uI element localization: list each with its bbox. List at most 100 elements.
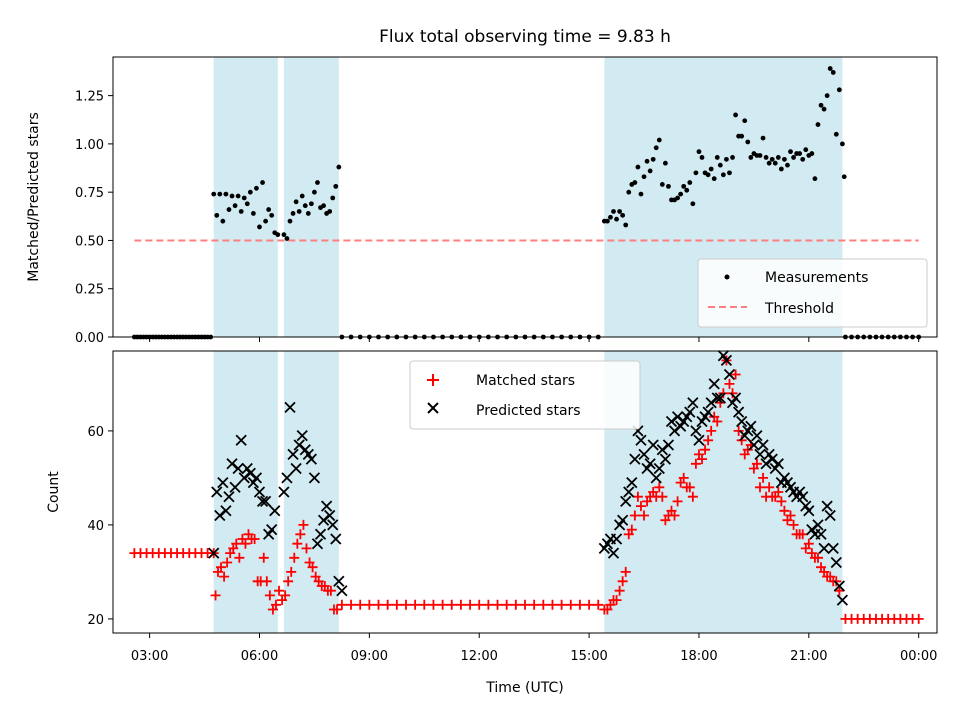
predicted-star-point	[223, 491, 235, 503]
predicted-star-point	[772, 458, 784, 470]
top-shaded-interval	[283, 57, 339, 337]
matched-star-point	[249, 534, 260, 544]
matched-star-point	[779, 505, 790, 516]
matched-star-point	[654, 482, 665, 493]
measurement-point	[809, 151, 815, 156]
measurement-point	[824, 93, 830, 99]
matched-star-point	[510, 599, 521, 610]
measurement-point	[675, 195, 680, 201]
matched-star-point	[501, 599, 512, 610]
x-tick-label: 06:00	[241, 649, 278, 664]
predicted-star-point	[705, 397, 717, 409]
matched-star-point	[216, 562, 227, 573]
measurement-point	[290, 211, 296, 216]
measurement-point	[635, 164, 641, 170]
predicted-star-point	[287, 448, 299, 461]
measurement-point	[214, 212, 220, 218]
matched-star-point	[657, 491, 668, 502]
measurement-point	[263, 218, 268, 224]
measurement-point	[250, 211, 256, 216]
predicted-star-point	[253, 486, 266, 498]
predicted-star-point	[659, 453, 672, 465]
matched-star-point	[325, 585, 336, 596]
bottom-legend-box	[409, 360, 641, 430]
measurement-point	[644, 158, 650, 164]
measurement-point	[727, 170, 732, 176]
measurement-point	[302, 203, 308, 209]
matched-star-point	[727, 388, 738, 399]
measurement-point	[269, 212, 275, 218]
matched-star-point	[437, 599, 448, 610]
predicted-star-point	[736, 415, 748, 428]
measurement-point	[687, 180, 693, 185]
predicted-star-point	[836, 594, 849, 606]
predicted-star-point	[229, 481, 241, 493]
matched-star-point	[690, 458, 701, 469]
measurement-point	[690, 201, 696, 207]
matched-star-point	[669, 510, 680, 521]
measurement-point	[803, 147, 809, 153]
legend-marker-measurements	[724, 274, 730, 280]
predicted-star-point	[214, 509, 226, 522]
matched-star-point	[240, 538, 251, 549]
predicted-star-point	[824, 509, 836, 522]
measurement-point	[699, 155, 705, 160]
top-y-tick-label: 0.00	[75, 331, 104, 346]
measurement-point	[650, 156, 656, 162]
chart-title: Flux total observing time = 9.83 h	[379, 27, 671, 47]
measurement-point	[296, 209, 302, 214]
predicted-star-point	[656, 444, 668, 456]
matched-star-point	[529, 599, 540, 610]
measurement-point	[705, 172, 711, 178]
measurement-point	[614, 216, 619, 222]
measurement-point	[739, 133, 745, 139]
predicted-star-point	[278, 486, 290, 498]
measurement-point	[717, 162, 723, 168]
predicted-star-point	[760, 458, 772, 470]
matched-star-point	[289, 552, 300, 563]
predicted-star-point	[647, 439, 659, 451]
predicted-star-point	[314, 528, 327, 540]
matched-star-point	[373, 599, 384, 610]
measurement-point	[266, 207, 272, 212]
predicted-star-point	[290, 462, 302, 475]
measurement-point	[226, 207, 232, 212]
measurement-point	[638, 191, 644, 197]
matched-star-point	[620, 566, 631, 577]
x-tick-label: 12:00	[460, 649, 497, 664]
matched-star-point	[234, 552, 245, 563]
matched-star-point	[703, 435, 714, 446]
measurement-point	[605, 218, 610, 224]
matched-star-point	[574, 599, 585, 610]
measurement-point	[229, 193, 235, 199]
predicted-star-point	[745, 420, 757, 432]
matched-star-point	[629, 510, 640, 521]
matched-star-point	[219, 571, 230, 582]
x-tick-label: 18:00	[680, 649, 717, 664]
measurement-point	[656, 137, 662, 143]
matched-star-point	[639, 510, 650, 521]
matched-star-point	[283, 576, 294, 587]
predicted-star-point	[217, 476, 229, 489]
matched-star-point	[617, 576, 628, 587]
measurement-point	[696, 149, 702, 155]
matched-star-point	[758, 472, 769, 483]
matched-star-point	[593, 599, 604, 610]
predicted-star-point	[238, 472, 250, 484]
measurement-point	[800, 156, 806, 162]
legend-marker-predicted	[427, 402, 439, 414]
measurement-point	[330, 195, 336, 201]
measurement-point	[724, 156, 729, 162]
matched-star-point	[231, 538, 242, 549]
predicted-star-point	[610, 533, 623, 545]
matched-star-point	[687, 491, 698, 502]
matched-star-point	[584, 599, 595, 610]
matched-star-point	[295, 529, 306, 540]
measurement-point	[223, 191, 229, 197]
matched-star-point	[258, 552, 269, 563]
matched-star-point	[286, 566, 297, 577]
matched-star-point	[812, 552, 823, 563]
predicted-star-point	[327, 519, 339, 531]
measurement-point	[260, 180, 265, 185]
matched-star-point	[785, 510, 796, 521]
